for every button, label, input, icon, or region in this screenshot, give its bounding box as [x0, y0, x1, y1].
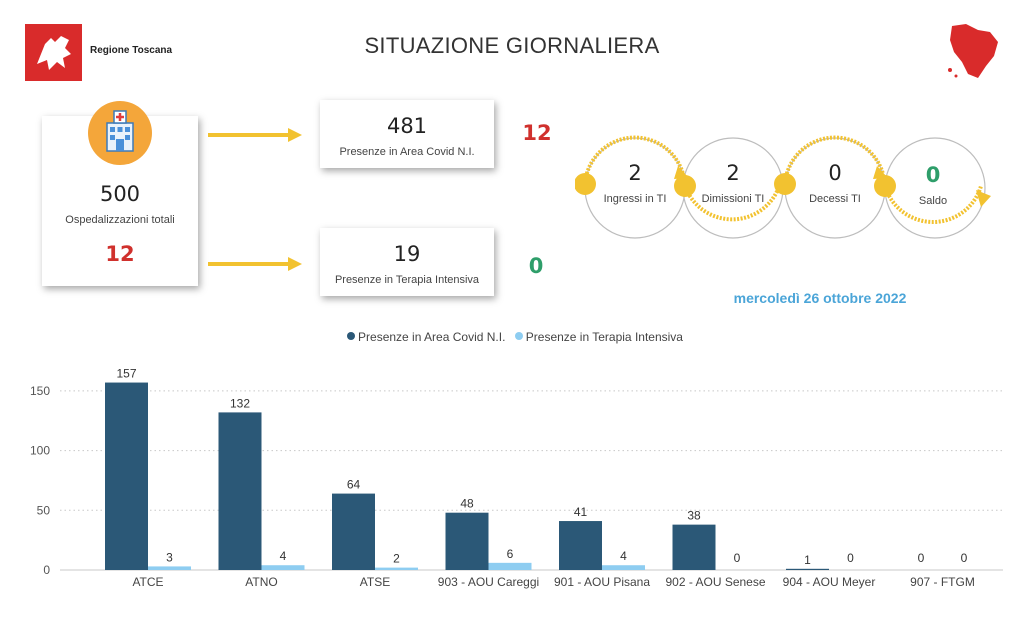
x-tick-label: 907 - FTGM	[910, 575, 975, 589]
bar	[218, 412, 262, 570]
dimissioni-value: 2	[726, 161, 740, 185]
icu-delta: 0	[528, 254, 544, 278]
icu-value: 19	[393, 242, 421, 266]
org-name: Regione Toscana	[90, 45, 173, 56]
data-label: 41	[574, 505, 588, 519]
data-label: 4	[620, 549, 627, 563]
data-label: 48	[460, 497, 474, 511]
data-label: 3	[166, 550, 173, 564]
x-tick-label: 902 - AOU Senese	[665, 575, 765, 589]
x-tick-label: ATNO	[245, 575, 277, 589]
icu-label: Presenze in Terapia Intensiva	[334, 274, 480, 286]
bar	[602, 565, 645, 570]
bar	[786, 568, 829, 571]
data-label: 157	[116, 367, 136, 381]
ingressi-label: Ingressi in TI	[603, 193, 667, 205]
x-tick-label: ATCE	[132, 575, 163, 589]
ingressi-value: 2	[628, 161, 642, 185]
data-label: 4	[280, 549, 287, 563]
data-label: 0	[961, 551, 968, 565]
saldo-value: 0	[925, 163, 941, 187]
decessi-value: 0	[828, 161, 842, 185]
tuscany-map-icon	[944, 22, 1002, 87]
chart-legend: Presenze in Area Covid N.I. Presenze in …	[0, 330, 1024, 344]
legend-label-covid: Presenze in Area Covid N.I.	[358, 330, 506, 344]
data-label: 64	[347, 478, 361, 492]
bar	[375, 567, 418, 570]
dimissioni-label: Dimissioni TI	[701, 193, 765, 205]
bar	[559, 521, 602, 570]
x-tick-label: ATSE	[360, 575, 390, 589]
page-title: SITUAZIONE GIORNALIERA	[364, 33, 660, 58]
y-tick-label: 150	[30, 384, 50, 398]
covid-area-label: Presenze in Area Covid N.I.	[339, 146, 475, 158]
data-label: 0	[918, 551, 925, 565]
total-value: 500	[99, 182, 141, 206]
total-delta: 12	[105, 242, 135, 266]
x-tick-label: 904 - AOU Meyer	[783, 575, 876, 589]
arrow-right-icon	[208, 256, 303, 277]
bar	[261, 565, 305, 570]
legend-label-icu: Presenze in Terapia Intensiva	[525, 330, 683, 344]
bar	[488, 562, 532, 570]
data-label: 6	[507, 547, 514, 561]
bar	[332, 493, 375, 570]
report-date: mercoledì 26 ottobre 2022	[733, 290, 907, 306]
data-label: 0	[734, 551, 741, 565]
hospital-icon	[88, 101, 152, 170]
bar	[672, 524, 716, 570]
x-tick-label: 903 - AOU Careggi	[438, 575, 539, 589]
y-tick-label: 50	[37, 503, 51, 517]
data-label: 38	[687, 509, 701, 523]
legend-dot-icu	[514, 332, 523, 340]
regione-toscana-logo	[25, 24, 82, 81]
bar	[105, 382, 148, 570]
data-label: 0	[847, 551, 854, 565]
legend-dot-covid	[347, 332, 356, 340]
data-label: 132	[230, 396, 250, 410]
covid-area-value: 481	[386, 114, 428, 138]
covid-area-delta: 12	[522, 121, 552, 145]
y-tick-label: 0	[43, 563, 50, 577]
decessi-label: Decessi TI	[809, 193, 861, 205]
bar	[445, 512, 489, 570]
covid-area-card: 481 Presenze in Area Covid N.I.	[320, 100, 494, 168]
icu-card: 19 Presenze in Terapia Intensiva	[320, 228, 494, 296]
icu-flow-diagram	[574, 128, 1005, 253]
x-tick-label: 901 - AOU Pisana	[554, 575, 650, 589]
saldo-label: Saldo	[918, 195, 948, 207]
data-label: 1	[804, 553, 811, 567]
data-label: 2	[393, 552, 400, 566]
y-tick-label: 100	[30, 444, 50, 458]
arrow-right-icon	[208, 127, 303, 148]
bar	[148, 566, 191, 570]
total-label: Ospedalizzazioni totali	[65, 214, 175, 226]
